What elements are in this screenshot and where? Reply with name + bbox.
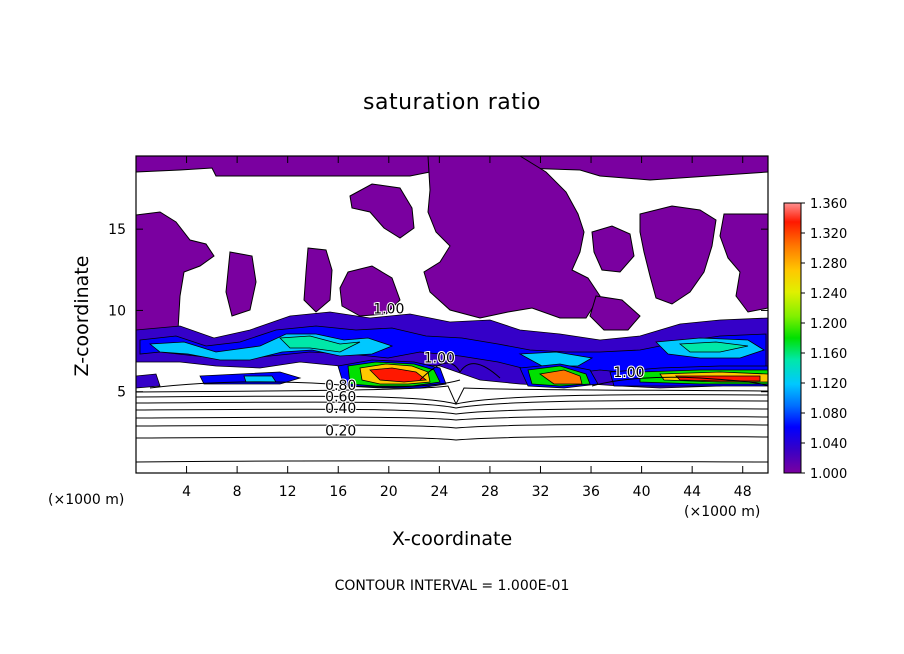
colorbar-tick-label: 1.320	[810, 227, 847, 242]
x-tick-label: 32	[532, 484, 550, 500]
colorbar	[783, 202, 802, 474]
colorbar-tick-label: 1.000	[810, 467, 847, 482]
colorbar-tick-label: 1.280	[810, 257, 847, 272]
z-tick-label: 15	[108, 222, 126, 238]
upper-cloud-regions	[136, 156, 768, 335]
x-tick-label: 16	[329, 484, 347, 500]
colorbar-tick-label: 1.160	[810, 347, 847, 362]
x-tick-label: 8	[233, 484, 242, 500]
x-tick-label: 12	[279, 484, 297, 500]
x-axis-ticks: 4 8 12 16 20 24 28 32 36 40 44 48	[182, 156, 752, 500]
x-tick-label: 40	[633, 484, 651, 500]
contour-label: 0.80	[325, 378, 356, 394]
x-tick-label: 24	[430, 484, 448, 500]
contour-labels: 0.20 0.400.600.80 1.00 1.00 1.00	[324, 301, 645, 441]
saturation-field	[136, 156, 768, 463]
colorbar-tick-label: 1.200	[810, 317, 847, 332]
contour-label: 0.20	[325, 424, 356, 440]
z-tick-label: 5	[117, 385, 126, 401]
cloud-layer-band	[136, 311, 768, 389]
x-tick-label: 36	[582, 484, 600, 500]
colorbar-tick-label: 1.120	[810, 377, 847, 392]
plot-frame	[135, 155, 769, 474]
contour-label: 1.00	[424, 350, 455, 366]
supersaturated-cores	[136, 359, 768, 389]
contour-label: 1.00	[613, 365, 644, 381]
z-unit-multiplier: (×1000 m)	[48, 492, 125, 508]
chart-title: saturation ratio	[363, 90, 541, 115]
z-tick-label: 10	[108, 303, 126, 319]
contour-label: 1.00	[373, 302, 404, 318]
colorbar-tick-label: 1.360	[810, 197, 847, 212]
x-tick-label: 48	[734, 484, 752, 500]
colorbar-tick-label: 1.240	[810, 287, 847, 302]
x-tick-label: 28	[481, 484, 499, 500]
z-axis-ticks: 5 10 15	[108, 222, 768, 401]
z-axis-label: Z-coordinate	[71, 255, 93, 377]
colorbar-ticks: 1.360 1.320 1.280 1.240 1.200 1.160 1.120 1.080…	[801, 197, 847, 482]
colorbar-tick-label: 1.040	[810, 437, 847, 452]
x-axis-label: X-coordinate	[391, 528, 513, 550]
colorbar-tick-label: 1.080	[810, 407, 847, 422]
x-tick-label: 44	[683, 484, 701, 500]
x-unit-multiplier: (×1000 m)	[684, 504, 761, 520]
contour-label: 0.60	[325, 389, 356, 405]
contour-interval-note: CONTOUR INTERVAL = 1.000E-01	[334, 578, 570, 594]
contour-lines	[136, 362, 768, 463]
x-tick-label: 4	[182, 484, 191, 500]
contour-label: 0.40	[325, 401, 356, 417]
x-tick-label: 20	[380, 484, 398, 500]
